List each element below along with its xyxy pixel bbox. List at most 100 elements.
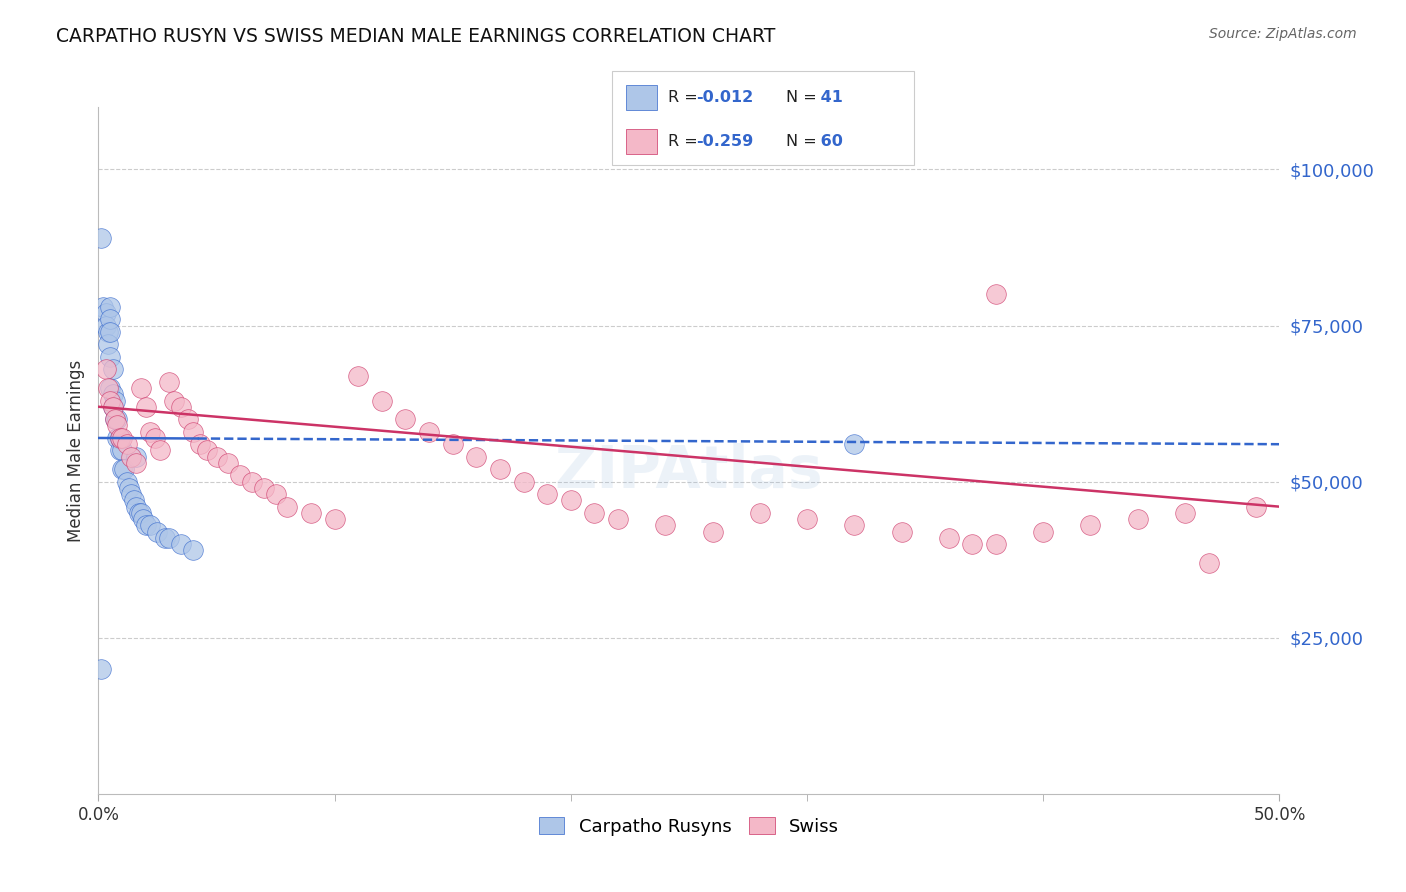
- Point: [748, 506, 770, 520]
- Point: [98, 325, 121, 339]
- Point: [702, 524, 724, 539]
- Y-axis label: Median Male Earnings: Median Male Earnings: [66, 359, 84, 541]
- Point: [111, 462, 134, 476]
- Point: [104, 412, 127, 426]
- Point: [122, 493, 145, 508]
- Point: [129, 506, 152, 520]
- Point: [104, 412, 127, 426]
- Point: [441, 437, 464, 451]
- Text: N =: N =: [786, 134, 823, 149]
- Point: [108, 431, 131, 445]
- Point: [465, 450, 488, 464]
- Point: [101, 400, 124, 414]
- Point: [1174, 506, 1197, 520]
- Point: [108, 431, 131, 445]
- Point: [128, 506, 150, 520]
- Point: [112, 462, 135, 476]
- Point: [323, 512, 346, 526]
- Text: Source: ZipAtlas.com: Source: ZipAtlas.com: [1209, 27, 1357, 41]
- Point: [146, 524, 169, 539]
- Point: [108, 443, 131, 458]
- Point: [90, 231, 112, 245]
- Point: [1244, 500, 1267, 514]
- Text: 60: 60: [815, 134, 844, 149]
- Point: [97, 325, 120, 339]
- Point: [512, 475, 534, 489]
- Point: [1198, 556, 1220, 570]
- Point: [418, 425, 440, 439]
- Point: [90, 662, 112, 676]
- Point: [143, 431, 166, 445]
- Point: [135, 400, 157, 414]
- Point: [536, 487, 558, 501]
- Point: [101, 362, 124, 376]
- Point: [347, 368, 370, 383]
- Point: [118, 481, 141, 495]
- Point: [94, 306, 117, 320]
- Point: [163, 393, 186, 408]
- Point: [195, 443, 218, 458]
- Point: [229, 468, 252, 483]
- Point: [125, 456, 148, 470]
- Point: [135, 518, 157, 533]
- Point: [104, 393, 127, 408]
- Point: [844, 437, 866, 451]
- Point: [125, 450, 148, 464]
- Point: [181, 425, 204, 439]
- Point: [299, 506, 322, 520]
- Point: [153, 531, 176, 545]
- Text: R =: R =: [668, 134, 703, 149]
- Point: [188, 437, 211, 451]
- Point: [654, 518, 676, 533]
- Point: [149, 443, 172, 458]
- Point: [170, 400, 193, 414]
- Point: [125, 500, 148, 514]
- Point: [98, 300, 121, 314]
- Text: ZIPAtlas: ZIPAtlas: [554, 442, 824, 500]
- Point: [560, 493, 582, 508]
- Point: [115, 437, 138, 451]
- Point: [157, 531, 180, 545]
- Point: [94, 362, 117, 376]
- Text: -0.012: -0.012: [696, 90, 754, 105]
- Point: [121, 450, 143, 464]
- Point: [890, 524, 912, 539]
- Point: [205, 450, 228, 464]
- Point: [217, 456, 239, 470]
- Point: [607, 512, 630, 526]
- Point: [177, 412, 200, 426]
- Point: [97, 381, 120, 395]
- Text: CARPATHO RUSYN VS SWISS MEDIAN MALE EARNINGS CORRELATION CHART: CARPATHO RUSYN VS SWISS MEDIAN MALE EARN…: [56, 27, 776, 45]
- Point: [139, 518, 162, 533]
- Point: [101, 387, 124, 401]
- Point: [170, 537, 193, 551]
- Point: [394, 412, 416, 426]
- Point: [1080, 518, 1102, 533]
- Point: [121, 487, 143, 501]
- Point: [844, 518, 866, 533]
- Point: [129, 381, 152, 395]
- Point: [938, 531, 960, 545]
- Point: [1032, 524, 1054, 539]
- Point: [796, 512, 818, 526]
- Legend: Carpatho Rusyns, Swiss: Carpatho Rusyns, Swiss: [529, 806, 849, 847]
- Point: [105, 431, 128, 445]
- Point: [98, 393, 121, 408]
- Point: [139, 425, 162, 439]
- Point: [101, 400, 124, 414]
- Point: [98, 350, 121, 364]
- Text: 41: 41: [815, 90, 844, 105]
- Point: [132, 512, 155, 526]
- Point: [276, 500, 298, 514]
- Point: [98, 312, 121, 326]
- Point: [240, 475, 263, 489]
- Point: [111, 431, 134, 445]
- Point: [97, 337, 120, 351]
- Point: [264, 487, 287, 501]
- Point: [91, 300, 114, 314]
- Point: [157, 375, 180, 389]
- Point: [98, 381, 121, 395]
- Point: [1126, 512, 1149, 526]
- Text: -0.259: -0.259: [696, 134, 754, 149]
- Point: [111, 443, 134, 458]
